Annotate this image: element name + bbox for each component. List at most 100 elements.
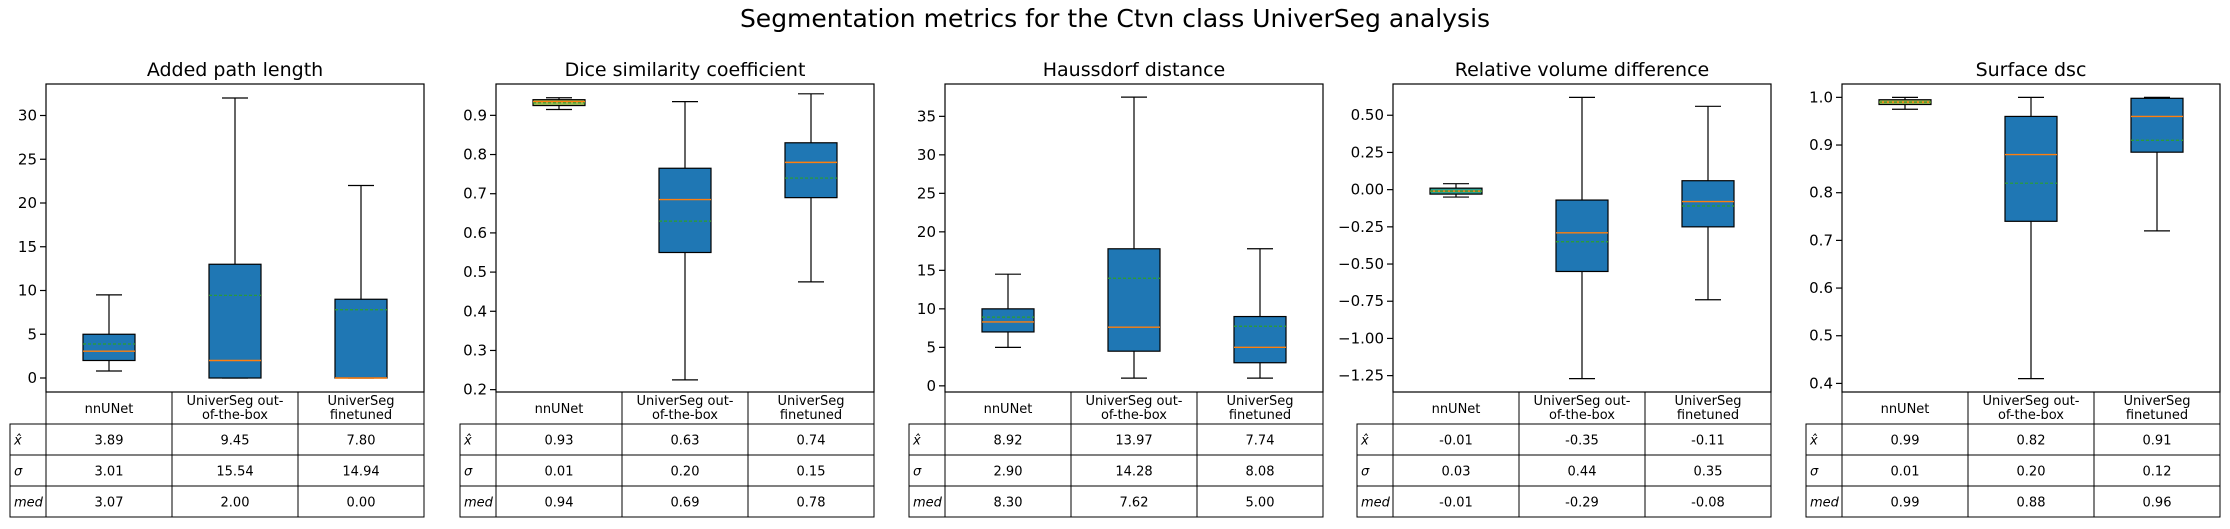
y-tick-label: 0.6	[463, 224, 487, 242]
y-tick-label: 0.4	[463, 302, 487, 320]
box-2	[208, 97, 262, 379]
y-tick-label: 0.5	[1809, 327, 1833, 345]
table-cell: -0.11	[1691, 434, 1725, 449]
y-tick-label: 0.9	[1809, 136, 1833, 154]
table-row-label-3: med	[1810, 496, 1840, 511]
table-header-1: nnUNet	[1881, 402, 1930, 417]
y-tick-label: 30	[917, 146, 936, 164]
table-header-3-line-1: UniverSeg	[1675, 394, 1742, 409]
table-header-2-line-2: of-the-box	[652, 408, 718, 423]
table-body	[9, 423, 425, 518]
y-tick-label: 35	[917, 107, 936, 125]
y-tick-label: −0.75	[1338, 292, 1384, 310]
box-body	[1107, 248, 1161, 352]
table-header-3-line-2: finetuned	[780, 408, 842, 423]
table-body	[1805, 423, 2221, 518]
y-tick-label: 1.0	[1809, 88, 1833, 106]
box-2	[1555, 96, 1609, 380]
chart-panel-5: Surface dsc 0.4 0.5 0.6 0.7 0.8 0.9 1.0 nnUNet Un…	[1805, 59, 2221, 518]
table-body	[908, 423, 1324, 518]
table-cell: 3.01	[95, 465, 124, 480]
table-cell: 0.63	[671, 434, 700, 449]
table-header-3-line-1: UniverSeg	[778, 394, 845, 409]
table-header-1: nnUNet	[85, 402, 134, 417]
chart-panel-2: Dice similarity coefficient 0.2 0.3 0.4 0.5 0…	[459, 59, 875, 518]
box-body	[1555, 199, 1609, 273]
table-cell: 0.74	[797, 434, 826, 449]
box-2	[658, 101, 712, 381]
table-row-label-2: σ	[14, 465, 23, 480]
box-body	[1233, 315, 1287, 364]
table-cell: 3.89	[95, 434, 124, 449]
table-cell: 0.20	[2017, 465, 2046, 480]
table-header-2-line-1: UniverSeg out-	[1982, 394, 2079, 409]
y-tick-label: 0.50	[1351, 106, 1384, 124]
table-cell: -0.29	[1565, 496, 1599, 511]
table-cell: -0.35	[1565, 434, 1599, 449]
box-1	[1878, 96, 1932, 110]
box-3	[784, 93, 838, 283]
box-body	[208, 263, 262, 379]
table-cell: 9.45	[221, 434, 250, 449]
chart-panel-4: Relative volume difference −1.25 −1.00 −0.7…	[1338, 59, 1772, 518]
table-header-2-line-2: of-the-box	[202, 408, 268, 423]
table-cell: 0.20	[671, 465, 700, 480]
table-header-3-line-1: UniverSeg	[328, 394, 395, 409]
table-row-label-2: σ	[913, 465, 922, 480]
y-tick-label: 25	[917, 184, 936, 202]
chart-title: Haussdorf distance	[1043, 59, 1226, 81]
table-header-1: nnUNet	[535, 402, 584, 417]
y-tick-label: −1.25	[1338, 367, 1384, 385]
y-tick-label: −1.00	[1338, 329, 1384, 347]
box-2	[1107, 96, 1161, 379]
table-cell: 13.97	[1115, 434, 1152, 449]
stats-table: nnUNet UniverSeg out-of-the-box UniverSegf…	[459, 391, 875, 518]
table-cell: 8.08	[1246, 465, 1275, 480]
y-tick-label: 15	[18, 238, 37, 256]
box-3	[1233, 248, 1287, 379]
box-body	[334, 298, 388, 379]
table-cell: 0.91	[2143, 434, 2172, 449]
box-body	[784, 142, 838, 199]
table-cell: 14.94	[342, 465, 379, 480]
chart-title: Dice similarity coefficient	[565, 59, 806, 81]
y-tick-label: 5	[27, 325, 37, 343]
table-cell: 0.99	[1891, 496, 1920, 511]
y-tick-label: 0.5	[463, 263, 487, 281]
y-tick-label: 5	[926, 338, 936, 356]
y-tick-label: 0.7	[1809, 231, 1833, 249]
table-row-label-1: x̂	[1360, 434, 1369, 449]
table-cell: 8.92	[994, 434, 1023, 449]
table-header-3-line-1: UniverSeg	[1227, 394, 1294, 409]
y-tick-label: 0	[27, 369, 37, 387]
table-body	[459, 423, 875, 518]
y-tick-label: 20	[917, 223, 936, 241]
table-cell: 0.01	[1891, 465, 1920, 480]
table-row-label-2: σ	[1361, 465, 1370, 480]
box-body	[981, 308, 1035, 333]
y-tick-label: 30	[18, 107, 37, 125]
table-row-label-3: med	[1361, 496, 1391, 511]
box-3	[334, 184, 388, 379]
figure-title: Segmentation metrics for the Ctvn class …	[739, 4, 1491, 33]
table-row-label-1: x̂	[912, 434, 921, 449]
y-tick-label: 0.25	[1351, 143, 1384, 161]
y-tick-label: 0.2	[463, 381, 487, 399]
table-cell: 0.35	[1694, 465, 1723, 480]
y-tick-label: 10	[18, 282, 37, 300]
table-header-3-line-2: finetuned	[330, 408, 392, 423]
stats-table: nnUNet UniverSeg out-of-the-box UniverSegf…	[1356, 391, 1772, 518]
table-cell: 0.96	[2143, 496, 2172, 511]
y-tick-label: 0.3	[463, 341, 487, 359]
table-cell: 0.44	[1568, 465, 1597, 480]
y-tick-label: 0.00	[1351, 181, 1384, 199]
table-row-label-3: med	[913, 496, 943, 511]
table-row-label-3: med	[14, 496, 44, 511]
table-body	[1356, 423, 1772, 518]
y-tick-label: 15	[917, 261, 936, 279]
y-tick-label: 0.4	[1809, 374, 1833, 392]
table-header-1: nnUNet	[984, 402, 1033, 417]
table-cell: 2.00	[221, 496, 250, 511]
table-cell: 7.74	[1246, 434, 1275, 449]
